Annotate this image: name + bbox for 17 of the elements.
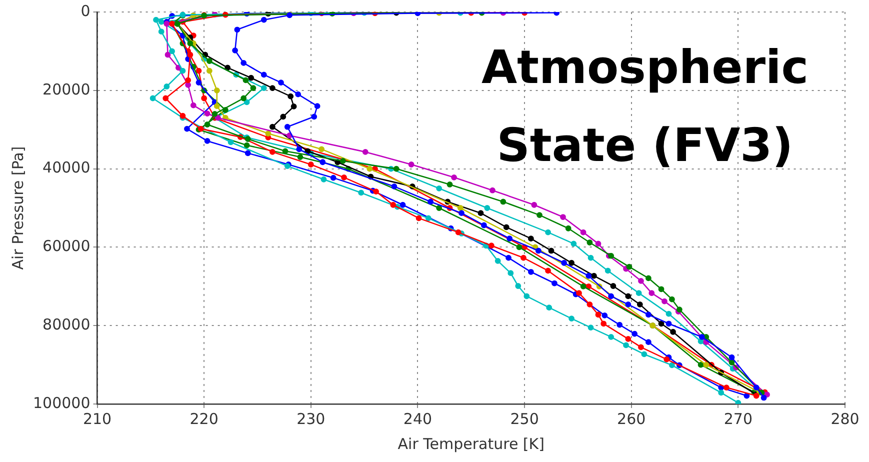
x-tick-label: 260 xyxy=(617,410,646,428)
y-tick-label: 80000 xyxy=(42,315,90,334)
y-tick-label: 20000 xyxy=(42,80,90,98)
x-tick-label: 250 xyxy=(510,410,539,428)
x-tick-label: 240 xyxy=(403,410,432,428)
y-tick-label: 40000 xyxy=(42,158,90,177)
x-tick-label: 270 xyxy=(724,410,752,428)
x-axis-title: Air Temperature [K] xyxy=(398,434,544,453)
x-tick-label: 220 xyxy=(190,410,218,428)
x-tick-label: 230 xyxy=(296,410,326,428)
x-tick-label: 210 xyxy=(82,410,112,428)
y-axis-title: Air Pressure [Pa] xyxy=(8,146,27,270)
y-tick-label: 100000 xyxy=(32,394,90,412)
annotation: Atmospheric State (FV3) xyxy=(480,39,810,174)
x-tick-label: 280 xyxy=(830,410,860,428)
y-tick-label: 0 xyxy=(80,2,90,20)
y-tick-label: 60000 xyxy=(42,237,90,256)
